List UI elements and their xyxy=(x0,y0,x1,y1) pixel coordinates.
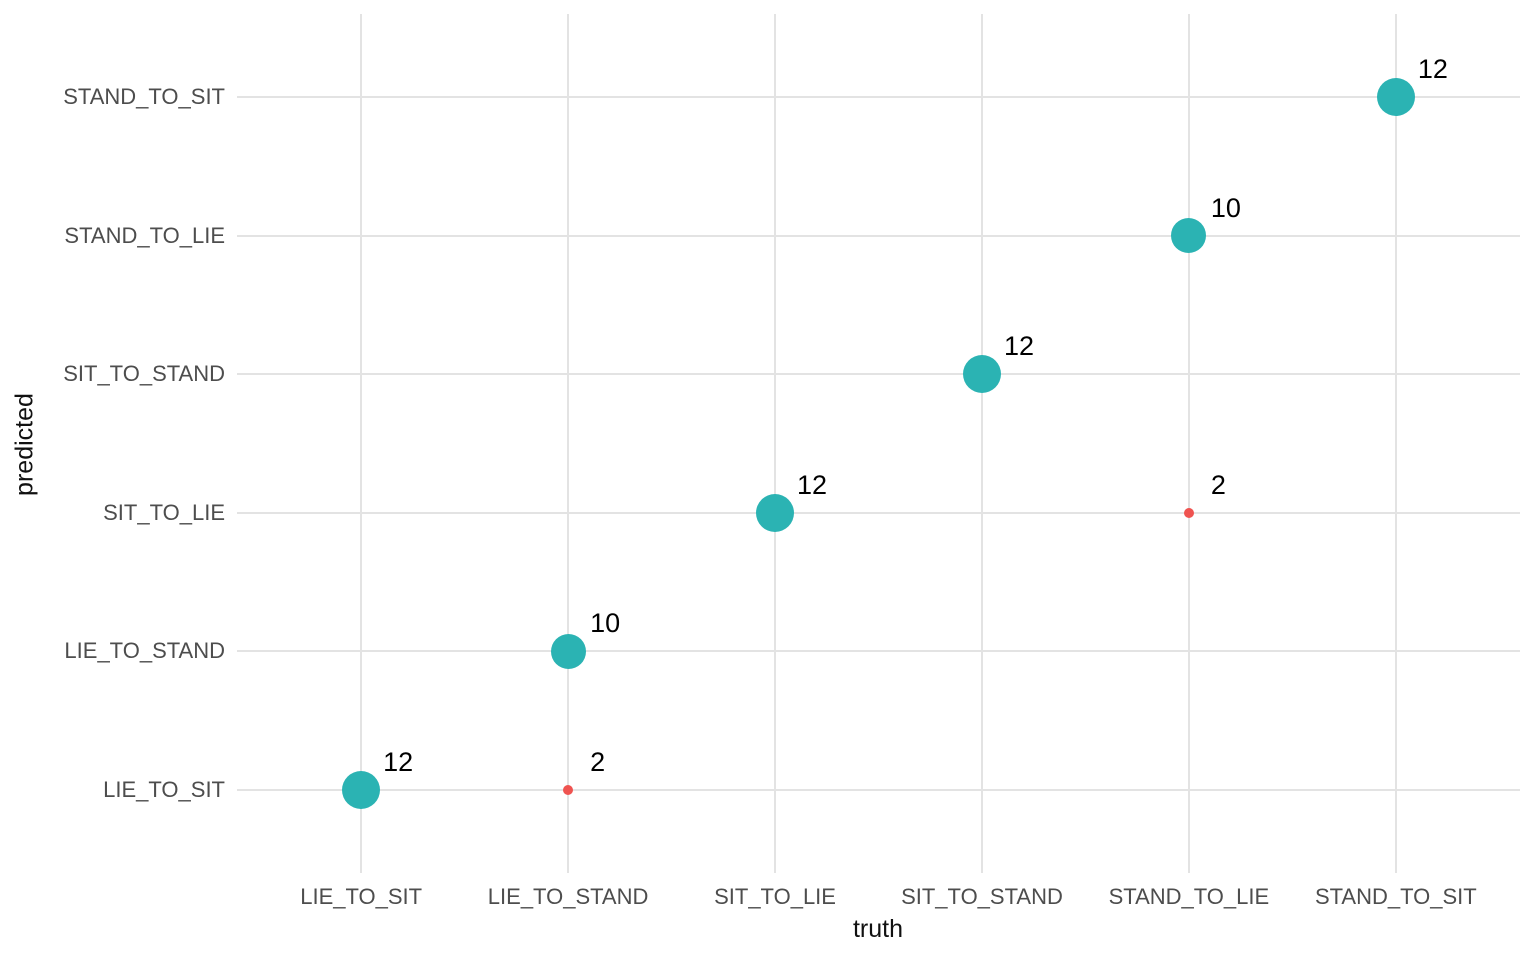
y-tick-label: STAND_TO_SIT xyxy=(63,84,225,110)
y-tick-label: STAND_TO_LIE xyxy=(64,222,225,248)
point-value-label: 12 xyxy=(383,746,414,777)
gridline-horizontal xyxy=(237,650,1520,653)
data-point-correct-prediction xyxy=(1171,218,1207,254)
x-tick-label: LIE_TO_SIT xyxy=(300,884,423,909)
x-tick-label: SIT_TO_STAND xyxy=(901,884,1063,909)
gridline-horizontal xyxy=(237,234,1520,237)
data-point-correct-prediction xyxy=(342,770,381,809)
y-tick-label: LIE_TO_SIT xyxy=(103,776,225,802)
point-value-label: 2 xyxy=(590,746,606,777)
point-value-label: 12 xyxy=(1003,331,1034,362)
y-tick-label: LIE_TO_STAND xyxy=(64,638,225,664)
gridline-horizontal xyxy=(237,96,1520,99)
gridline-vertical xyxy=(567,14,570,873)
x-tick-label: STAND_TO_SIT xyxy=(1314,884,1477,909)
gridline-horizontal xyxy=(237,788,1520,791)
plot-panel xyxy=(237,14,1520,873)
point-value-label: 12 xyxy=(1417,54,1448,85)
gridline-horizontal xyxy=(237,373,1520,376)
point-value-label: 2 xyxy=(1210,469,1226,500)
data-point-correct-prediction xyxy=(550,633,586,669)
point-value-label: 10 xyxy=(1210,192,1241,223)
data-point-correct-prediction xyxy=(1376,78,1415,117)
data-point-correct-prediction xyxy=(756,493,795,532)
gridline-horizontal xyxy=(237,511,1520,514)
gridline-vertical xyxy=(360,14,363,873)
x-tick-label: STAND_TO_LIE xyxy=(1108,884,1270,909)
gridline-vertical xyxy=(1394,14,1397,873)
y-tick-label: SIT_TO_STAND xyxy=(63,361,225,387)
gridline-vertical xyxy=(1187,14,1190,873)
x-tick-label: LIE_TO_STAND xyxy=(487,884,649,909)
gridline-vertical xyxy=(980,14,983,873)
point-value-label: 10 xyxy=(590,608,621,639)
data-point-correct-prediction xyxy=(962,355,1001,394)
x-tick-label: SIT_TO_LIE xyxy=(714,884,836,909)
gridline-vertical xyxy=(774,14,777,873)
y-tick-label: SIT_TO_LIE xyxy=(103,499,225,525)
x-axis-title: truth xyxy=(852,915,904,943)
data-point-incorrect-prediction xyxy=(1183,507,1194,518)
y-axis-title: predicted xyxy=(10,393,39,496)
data-point-incorrect-prediction xyxy=(563,784,574,795)
point-value-label: 12 xyxy=(797,469,828,500)
